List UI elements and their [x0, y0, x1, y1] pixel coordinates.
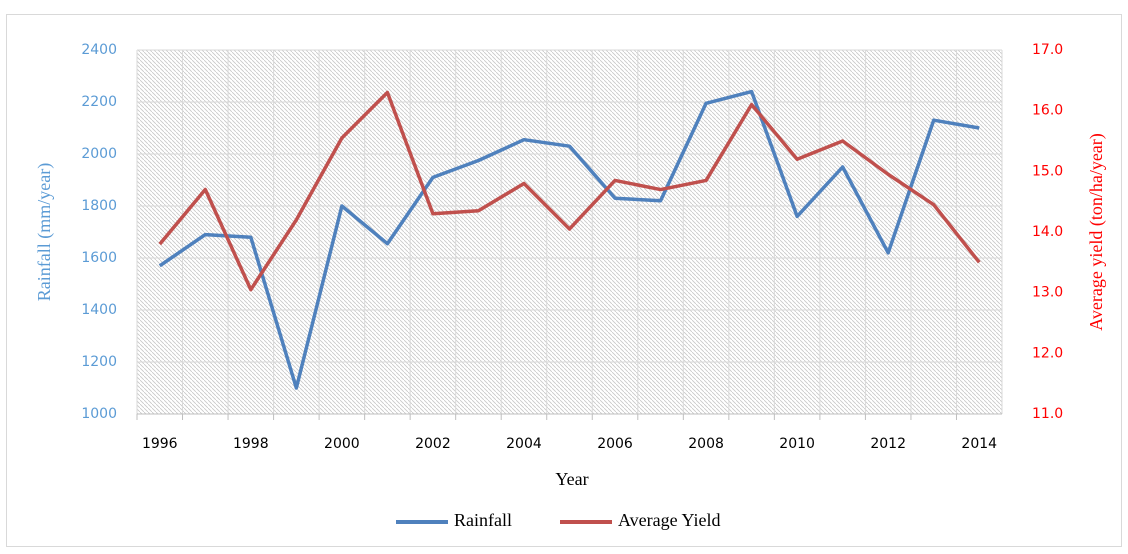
x-tick-label: 1998 [233, 436, 269, 452]
y-tick-label: 1600 [81, 250, 117, 266]
series-line [158, 90, 981, 292]
plot-area [137, 50, 1002, 414]
x-tick-label: 2010 [779, 436, 815, 452]
y-tick-label: 2200 [81, 94, 117, 110]
y2-axis-title: Average yield (ton/ha/year) [1086, 133, 1107, 331]
y-tick-label: 1000 [81, 406, 117, 422]
x-tick-label: 2014 [961, 436, 997, 452]
x-tick-label: 2000 [324, 436, 360, 452]
legend-label: Average Yield [618, 510, 720, 530]
x-axis-title: Year [555, 469, 588, 489]
y2-tick-label: 11.0 [1032, 406, 1063, 422]
y2-tick-label: 13.0 [1032, 285, 1063, 301]
y-tick-label: 2000 [81, 146, 117, 162]
x-tick-label: 2008 [688, 436, 724, 452]
legend-label: Rainfall [454, 510, 512, 530]
y-axis-title: Rainfall (mm/year) [34, 163, 55, 301]
y-tick-label: 2400 [81, 42, 117, 58]
x-tick-label: 2004 [506, 436, 542, 452]
y-tick-label: 1800 [81, 198, 117, 214]
y2-tick-label: 15.0 [1032, 163, 1063, 179]
x-tick-label: 2012 [870, 436, 906, 452]
y2-tick-label: 12.0 [1032, 345, 1063, 361]
x-tick-label: 1996 [142, 436, 178, 452]
y2-tick-label: 14.0 [1032, 224, 1063, 240]
y2-tick-label: 16.0 [1032, 103, 1063, 119]
series-line [158, 89, 980, 390]
x-tick-label: 2002 [415, 436, 451, 452]
y2-tick-label: 17.0 [1032, 42, 1063, 58]
x-tick-label: 2006 [597, 436, 633, 452]
y-tick-label: 1400 [81, 302, 117, 318]
y-tick-label: 1200 [81, 354, 117, 370]
